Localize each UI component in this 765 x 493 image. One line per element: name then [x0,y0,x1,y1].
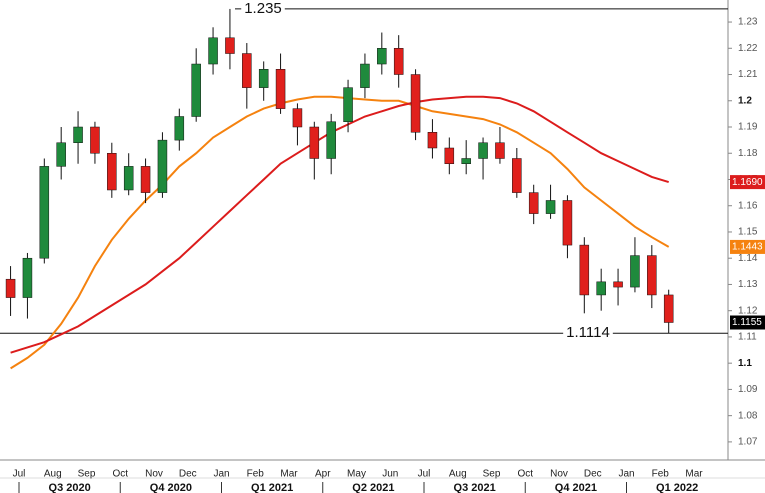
level-label-bg [241,0,285,17]
candle-body [512,158,522,193]
candle-body [528,192,539,214]
candle-body [22,257,33,298]
moving-average-line [10,95,670,370]
moving-average-line [10,95,669,354]
candle-body [174,116,185,141]
x-tick-label: Jul [13,469,26,480]
candle-body [258,69,269,88]
candle-body [410,74,421,133]
candle-body [360,63,370,88]
y-tick-label: 1.18 [738,148,758,159]
candle-body [275,69,286,109]
candle-body [663,294,674,323]
x-tick-label: Dec [179,469,197,480]
y-tick-label: 1.19 [738,122,758,133]
candle-body [191,63,201,117]
candle-body [427,132,438,149]
y-tick-label: 1.2 [738,95,752,106]
y-tick-label: 1.08 [738,410,758,421]
quarter-label: Q4 2021 [555,482,597,493]
x-tick-label: Feb [247,469,265,480]
price-tag-label: 1.1443 [732,242,763,253]
x-tick-label: Jan [618,469,634,480]
candle-body [39,166,50,259]
candle-body [73,126,83,143]
x-tick-label: Aug [449,469,467,480]
y-tick-label: 1.12 [738,305,758,316]
candle-body [123,166,134,191]
candle-body [545,200,556,214]
x-tick-label: Oct [517,469,533,480]
x-tick-label: Sep [78,469,96,480]
x-tick-label: Apr [315,469,331,480]
price-tag [730,315,765,330]
candle-body [140,166,151,193]
price-tag-label: 1.1690 [732,177,763,188]
candle-body [596,281,606,296]
price-tag-label: 1.1155 [732,317,762,328]
candle-body [562,200,573,246]
y-tick-label: 1.14 [738,253,758,264]
x-tick-label: Mar [280,469,298,480]
x-tick-label: Jul [418,469,431,480]
candle-body [157,139,168,193]
candle-body [90,126,100,154]
quarter-label: Q4 2020 [150,482,192,493]
x-tick-label: Jan [213,469,229,480]
x-tick-label: Nov [550,469,568,480]
candle-body [309,126,320,159]
quarter-label: Q1 2021 [251,482,293,493]
candle-body [107,152,117,191]
y-tick-label: 1.13 [738,279,758,290]
candle-body [225,37,235,54]
y-tick-label: 1.15 [738,227,758,238]
x-tick-label: Oct [112,469,128,480]
candle-body [326,121,336,159]
y-tick-label: 1.07 [738,437,758,448]
candle-body [579,244,590,296]
level-label: 1.235 [244,0,282,17]
quarter-label: Q3 2021 [454,482,496,493]
candle-body [208,37,218,65]
x-tick-label: Dec [584,469,602,480]
x-tick-label: Mar [685,469,703,480]
y-tick-label: 1.23 [738,17,758,28]
quarter-label: Q2 2021 [352,482,394,493]
candle-body [613,281,623,288]
candle-body [630,255,640,288]
level-label-bg [563,324,613,342]
price-tag [730,239,765,254]
candle-body [292,108,303,128]
x-tick-label: Aug [44,469,62,480]
candle-body [377,48,387,65]
candle-body [343,87,353,123]
candle-body [461,158,471,164]
x-tick-label: May [347,469,366,480]
x-tick-label: Nov [145,469,163,480]
x-tick-label: Jun [382,469,398,480]
x-tick-label: Feb [652,469,670,480]
candle-body [647,255,657,296]
candle-body [5,278,16,298]
candle-body [242,53,252,88]
x-tick-label: Sep [483,469,501,480]
y-tick-label: 1.16 [738,200,758,211]
level-label: 1.1114 [566,324,610,341]
candle-body [495,142,505,159]
y-tick-label: 1.1 [738,358,752,369]
y-tick-label: 1.11 [738,332,757,343]
y-tick-label: 1.21 [738,69,758,80]
quarter-label: Q1 2022 [656,482,698,493]
candle-body [56,142,66,167]
candle-body [444,147,455,164]
y-tick-label: 1.22 [738,43,758,54]
candle-body [478,142,488,159]
candle-body [393,48,404,75]
quarter-label: Q3 2020 [49,482,91,493]
y-tick-label: 1.09 [738,384,758,395]
price-tag [730,175,765,190]
